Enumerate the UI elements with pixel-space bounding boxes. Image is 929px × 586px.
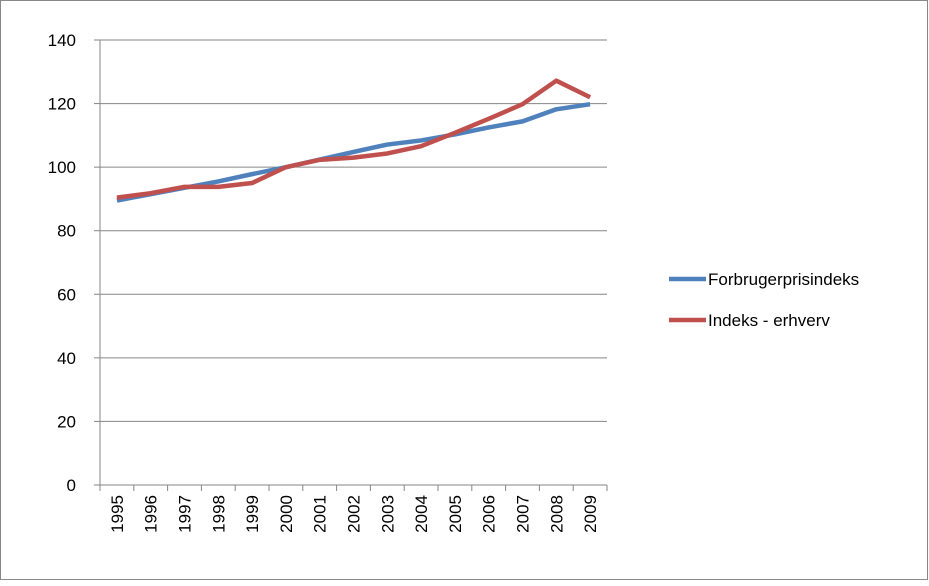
x-tick-label: 2009 — [581, 495, 600, 533]
x-tick-label: 1998 — [209, 495, 228, 533]
y-tick-label: 40 — [57, 349, 76, 368]
x-tick-label: 2003 — [378, 495, 397, 533]
y-tick-label: 60 — [57, 285, 76, 304]
x-tick-label: 2004 — [412, 495, 431, 533]
x-tick-label: 1999 — [243, 495, 262, 533]
x-tick-label: 2001 — [311, 495, 330, 533]
legend-label: Indeks - erhverv — [708, 311, 830, 330]
y-tick-label: 20 — [57, 412, 76, 431]
x-tick-label: 2007 — [514, 495, 533, 533]
y-tick-label: 0 — [67, 476, 76, 495]
y-tick-label: 100 — [48, 158, 76, 177]
x-tick-label: 1995 — [108, 495, 127, 533]
x-tick-label: 2000 — [277, 495, 296, 533]
x-tick-label: 2002 — [345, 495, 364, 533]
x-tick-label: 1997 — [176, 495, 195, 533]
legend-label: Forbrugerprisindeks — [708, 270, 859, 289]
x-tick-label: 2006 — [480, 495, 499, 533]
y-tick-label: 120 — [48, 95, 76, 114]
series-line — [116, 78, 592, 200]
x-tick-label: 2005 — [446, 495, 465, 533]
x-tick-label: 1996 — [142, 495, 161, 533]
y-tick-label: 140 — [48, 31, 76, 50]
y-tick-label: 80 — [57, 222, 76, 241]
x-tick-label: 2008 — [547, 495, 566, 533]
